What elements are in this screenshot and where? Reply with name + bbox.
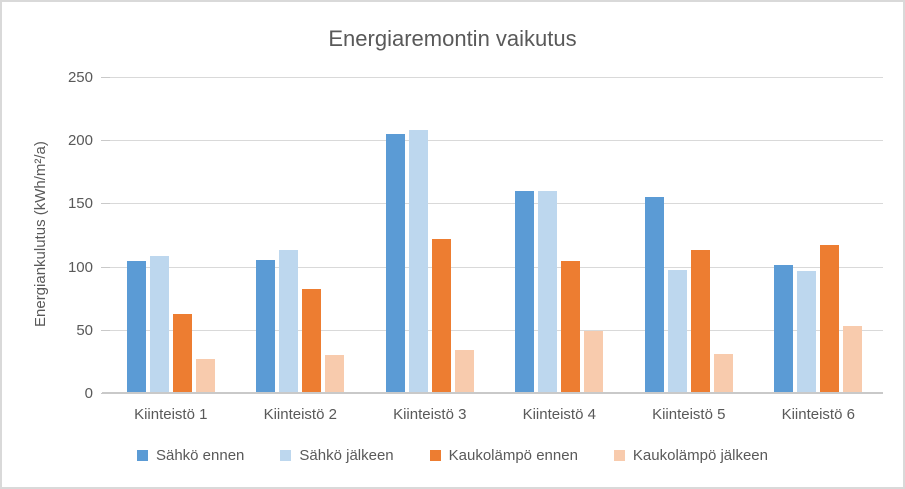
x-axis-line xyxy=(102,392,883,394)
plot-area: 0 50 100 150 200 250 xyxy=(68,69,883,402)
bar-s-hk-ennen-6 xyxy=(774,265,794,394)
bar-kaukol-mp-j-lkeen-1 xyxy=(195,358,215,394)
legend: Sähkö ennen Sähkö jälkeen Kaukolämpö ennen… xyxy=(2,447,903,464)
y-tick-mark-200 xyxy=(101,140,110,142)
legend-swatch-kaukol-mp-j-lkeen xyxy=(613,450,625,461)
bar-s-hk-j-lkeen-1 xyxy=(149,256,169,394)
legend-label-kaukol-mp-ennen: Kaukolämpö ennen xyxy=(448,447,578,464)
legend-item-s-hk-j-lkeen: Sähkö jälkeen xyxy=(280,447,394,464)
bar-group-4 xyxy=(495,78,625,394)
x-axis-label-6: Kiinteistö 6 xyxy=(781,406,855,423)
bar-kaukol-mp-j-lkeen-5 xyxy=(713,353,733,394)
gridline-200 xyxy=(106,140,883,142)
bar-kaukol-mp-ennen-4 xyxy=(561,261,581,394)
bar-s-hk-ennen-1 xyxy=(126,261,146,394)
bar-groups xyxy=(106,78,883,394)
x-axis-label-4: Kiinteistö 4 xyxy=(522,406,596,423)
gridline-50 xyxy=(106,329,883,331)
legend-swatch-s-hk-ennen xyxy=(136,450,148,461)
legend-label-s-hk-ennen: Sähkö ennen xyxy=(155,447,245,464)
legend-item-kaukol-mp-ennen: Kaukolämpö ennen xyxy=(429,447,578,464)
bar-group-6 xyxy=(754,78,884,394)
bar-s-hk-ennen-4 xyxy=(515,190,535,394)
bar-s-hk-j-lkeen-3 xyxy=(408,129,428,394)
legend-item-s-hk-ennen: Sähkö ennen xyxy=(136,447,245,464)
bar-kaukol-mp-ennen-5 xyxy=(690,249,710,394)
legend-label-s-hk-j-lkeen: Sähkö jälkeen xyxy=(299,447,394,464)
chart-title: Energiaremontin vaikutus xyxy=(328,26,577,51)
bar-kaukol-mp-ennen-3 xyxy=(431,238,451,394)
bar-s-hk-j-lkeen-5 xyxy=(667,270,687,394)
y-tick-label-0: 0 xyxy=(84,385,93,402)
bar-group-5 xyxy=(624,78,754,394)
bar-kaukol-mp-j-lkeen-6 xyxy=(843,325,863,394)
gridline-150 xyxy=(106,203,883,205)
x-axis-labels: Kiinteistö 1 Kiinteistö 2 Kiinteistö 3 Kiin… xyxy=(106,406,883,423)
gridline-100 xyxy=(106,266,883,268)
y-tick-label-50: 50 xyxy=(76,321,93,339)
x-axis-label-2: Kiinteistö 2 xyxy=(263,406,337,423)
y-tick-mark-100 xyxy=(101,266,110,268)
bar-group-2 xyxy=(236,78,366,394)
bar-kaukol-mp-j-lkeen-2 xyxy=(325,354,345,394)
y-tick-mark-250 xyxy=(101,77,110,78)
legend-swatch-kaukol-mp-ennen xyxy=(429,450,441,461)
y-tick-mark-50 xyxy=(101,329,110,331)
bar-kaukol-mp-j-lkeen-3 xyxy=(454,349,474,394)
x-axis-label-1: Kiinteistö 1 xyxy=(134,406,208,423)
legend-swatch-s-hk-j-lkeen xyxy=(280,450,292,461)
bar-s-hk-j-lkeen-6 xyxy=(797,271,817,394)
bar-kaukol-mp-ennen-6 xyxy=(820,244,840,394)
bar-s-hk-ennen-2 xyxy=(256,260,276,394)
y-tick-label-100: 100 xyxy=(67,258,93,276)
legend-label-kaukol-mp-j-lkeen: Kaukolämpö jälkeen xyxy=(632,447,768,464)
bar-group-1 xyxy=(106,78,236,394)
bar-s-hk-ennen-3 xyxy=(385,133,405,394)
y-axis-title: Energiankulutus (kWh/m²/a) xyxy=(32,141,49,327)
bar-s-hk-j-lkeen-4 xyxy=(538,190,558,394)
y-tick-label-250: 250 xyxy=(67,69,93,86)
legend-item-kaukol-mp-j-lkeen: Kaukolämpö jälkeen xyxy=(613,447,768,464)
bar-kaukol-mp-j-lkeen-4 xyxy=(584,330,604,394)
bar-group-3 xyxy=(365,78,495,394)
y-tick-label-200: 200 xyxy=(67,132,93,150)
bar-s-hk-ennen-5 xyxy=(644,196,664,394)
x-axis-label-3: Kiinteistö 3 xyxy=(393,406,467,423)
gridline-250 xyxy=(106,77,883,78)
y-tick-mark-150 xyxy=(101,203,110,205)
bar-kaukol-mp-ennen-1 xyxy=(172,314,192,394)
bar-kaukol-mp-ennen-2 xyxy=(302,289,322,394)
bar-s-hk-j-lkeen-2 xyxy=(279,249,299,394)
x-axis-label-5: Kiinteistö 5 xyxy=(652,406,726,423)
y-tick-label-150: 150 xyxy=(67,195,93,213)
